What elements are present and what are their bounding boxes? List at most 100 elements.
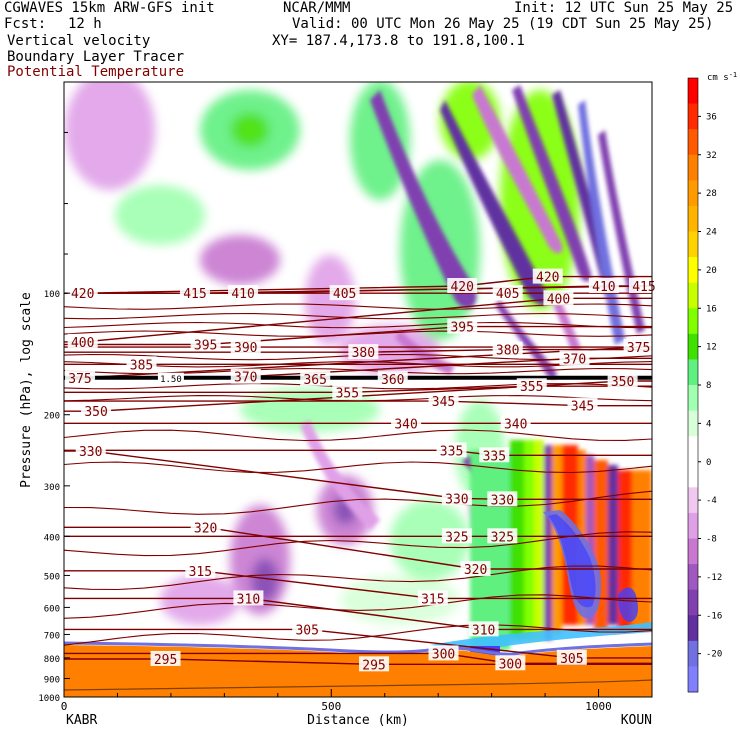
colorbar-tick-label-20: 20: [706, 266, 717, 276]
x-axis: 0 500 1000: [61, 689, 653, 713]
theta-contour: [64, 565, 652, 591]
theta-label-410: 410: [231, 287, 254, 302]
colorbar-swatch: [688, 205, 698, 232]
theta-label-bg: [329, 285, 360, 301]
theta-contour: [64, 594, 652, 619]
cross-section-endpoints: XY= 187.4,173.8 to 191.8,100.1: [272, 33, 525, 49]
theta-contour: [64, 361, 652, 368]
theta-label-bg: [233, 590, 264, 606]
colorbar-swatch: [688, 589, 698, 616]
theta-label-300: 300: [499, 657, 522, 672]
theta-label-bg: [588, 277, 619, 293]
theta-label-405: 405: [333, 287, 356, 302]
theta-label-bg: [487, 491, 518, 507]
y-axis-label: Pressure (hPa), log scale: [19, 292, 34, 488]
colorbar-tick-label--4: -4: [706, 496, 717, 506]
colorbar-tick-label-32: 32: [706, 151, 717, 161]
x-tick-label-0: 0: [61, 700, 68, 713]
colorbar-tick-label--16: -16: [706, 611, 722, 621]
theta-label-bg: [495, 655, 526, 671]
colorbar-swatch: [688, 129, 698, 156]
theta-label-355: 355: [520, 380, 543, 395]
colorbar-unit: cm s-1: [707, 71, 737, 83]
theta-contour: [64, 321, 652, 329]
x-tick-label-1000: 1000: [585, 700, 612, 713]
y-tick-label-200: 200: [44, 412, 60, 422]
pbl-label-bg: [157, 372, 184, 383]
theta-label-310: 310: [237, 592, 260, 607]
theta-label-bg: [492, 285, 523, 301]
theta-label-320: 320: [464, 563, 487, 578]
field-vertical-velocity: Vertical velocity: [7, 33, 151, 49]
theta-label-bg: [436, 442, 467, 458]
theta-contour-380: [64, 348, 652, 353]
fcst-value: 12 h: [68, 16, 102, 32]
colorbar-swatch: [688, 154, 698, 181]
colorbar-swatch: [688, 512, 698, 539]
theta-label-320: 320: [194, 521, 217, 536]
colorbar-tick-label--20: -20: [706, 650, 722, 660]
colorbar-swatch: [688, 487, 698, 514]
colorbar-swatch: [688, 103, 698, 130]
theta-label-bg: [65, 369, 96, 385]
theta-label-bg: [67, 285, 98, 301]
theta-label-370: 370: [234, 371, 257, 386]
theta-label-380: 380: [352, 346, 375, 361]
x-start-label: KABR: [66, 713, 97, 728]
field-boundary-layer-tracer: Boundary Layer Tracer: [7, 49, 185, 65]
x-end-label: KOUN: [621, 713, 652, 728]
theta-label-355: 355: [336, 386, 359, 401]
theta-label-350: 350: [611, 375, 634, 390]
theta-label-295: 295: [362, 658, 385, 673]
theta-contour-345: [64, 400, 652, 407]
colorbar-tick-label--8: -8: [706, 535, 717, 545]
center-label: NCAR/MMM: [283, 0, 351, 16]
y-tick-label-1000: 1000: [38, 694, 60, 704]
fcst-label: Fcst:: [4, 16, 47, 32]
theta-label-420: 420: [536, 271, 559, 286]
theta-contour: [64, 624, 652, 646]
theta-label-330: 330: [79, 445, 102, 460]
vertical-velocity-field: [64, 82, 652, 697]
colorbar-swatch: [688, 231, 698, 258]
valid-time: Valid: 00 UTC Mon 26 May 25 (19 CDT Sun …: [292, 16, 714, 32]
theta-label-390: 390: [234, 341, 257, 356]
theta-label-340: 340: [394, 417, 417, 432]
theta-contour: [64, 429, 652, 442]
colorbar-swatch: [688, 359, 698, 386]
theta-label-bg: [391, 415, 422, 431]
colorbar-swatch: [688, 282, 698, 309]
colorbar-swatch: [688, 78, 698, 105]
theta-label-bg: [190, 519, 221, 535]
plot-frame: [63, 81, 653, 698]
theta-label-bg: [230, 339, 261, 355]
theta-label-295: 295: [154, 653, 177, 668]
theta-label-bg: [428, 393, 459, 409]
theta-contour: [64, 330, 652, 337]
theta-label-375: 375: [627, 341, 650, 356]
theta-label-395: 395: [450, 321, 473, 336]
theta-label-350: 350: [84, 405, 107, 420]
theta-label-bg: [81, 403, 112, 419]
theta-label-bg: [623, 339, 654, 355]
theta-label-bg: [441, 490, 472, 506]
theta-contour-355: [64, 385, 652, 393]
colorbar-swatch: [688, 180, 698, 207]
colorbar-swatch: [688, 666, 698, 693]
theta-label-bg: [190, 336, 221, 352]
y-tick-label-100: 100: [44, 290, 60, 300]
theta-contour: [64, 312, 652, 320]
colorbar-swatch: [688, 564, 698, 591]
theta-label-400: 400: [71, 336, 94, 351]
colorbar-swatch: [688, 461, 698, 488]
theta-label-415: 415: [183, 287, 206, 302]
colorbar-swatch: [688, 410, 698, 437]
colorbar-swatch: [688, 257, 698, 284]
theta-contour-305: [64, 628, 652, 659]
theta-label-385: 385: [130, 358, 153, 373]
theta-label-360: 360: [381, 373, 404, 388]
theta-label-410: 410: [592, 280, 615, 295]
pbl-label: 1.50: [160, 375, 182, 385]
theta-label-420: 420: [71, 287, 94, 302]
